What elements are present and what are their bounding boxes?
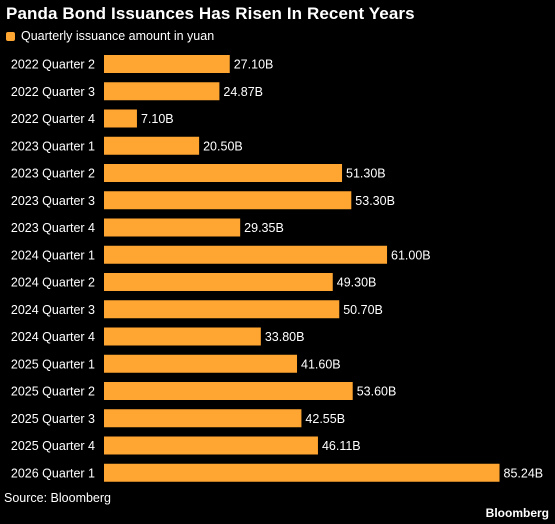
bar [104,109,137,128]
source-note: Source: Bloomberg [4,491,112,505]
value-label: 53.60B [357,385,397,399]
bar [104,82,220,101]
legend: Quarterly issuance amount in yuan [6,29,214,43]
bar [104,55,230,73]
category-label: 2023 Quarter 4 [11,221,95,235]
value-label: 33.80B [265,330,305,344]
value-label: 20.50B [203,139,243,153]
value-label: 24.87B [223,85,263,99]
bar [104,354,298,373]
chart-title: Panda Bond Issuances Has Risen In Recent… [6,4,415,23]
bar [104,463,500,482]
category-label: 2022 Quarter 4 [11,112,95,126]
value-label: 50.70B [343,303,383,317]
value-label: 27.10B [234,58,274,72]
value-label: 29.35B [244,221,284,235]
category-label: 2024 Quarter 2 [11,276,95,290]
bar [104,409,302,428]
category-label: 2022 Quarter 3 [11,85,95,99]
value-label: 53.30B [355,194,395,208]
value-label: 49.30B [337,276,377,290]
category-label: 2025 Quarter 2 [11,385,95,399]
category-label: 2023 Quarter 1 [11,139,95,153]
category-label: 2024 Quarter 1 [11,248,95,262]
category-label: 2025 Quarter 1 [11,357,95,371]
value-label: 46.11B [322,439,361,453]
category-label: 2025 Quarter 4 [11,439,95,453]
category-label: 2024 Quarter 4 [11,330,95,344]
bloomberg-logo: Bloomberg [485,506,549,520]
legend-swatch [6,31,15,41]
legend-label: Quarterly issuance amount in yuan [21,29,215,43]
bar [104,300,340,319]
bar [104,191,352,210]
value-label: 61.00B [391,248,431,262]
value-label: 41.60B [301,357,341,371]
bar [104,245,388,264]
bar [104,382,353,400]
category-label: 2022 Quarter 2 [11,58,95,72]
category-label: 2025 Quarter 3 [11,412,95,426]
bar [104,273,333,291]
value-label: 85.24B [504,466,544,480]
category-label: 2023 Quarter 3 [11,194,95,208]
bar [104,136,200,155]
value-label: 42.55B [305,412,345,426]
bar [104,164,343,182]
category-label: 2024 Quarter 3 [11,303,95,317]
value-label: 7.10B [141,112,174,126]
bar [104,327,261,346]
bar [104,436,318,455]
value-label: 51.30B [346,167,386,181]
category-label: 2026 Quarter 1 [11,466,95,480]
category-label: 2023 Quarter 2 [11,167,95,181]
bar [104,218,241,237]
